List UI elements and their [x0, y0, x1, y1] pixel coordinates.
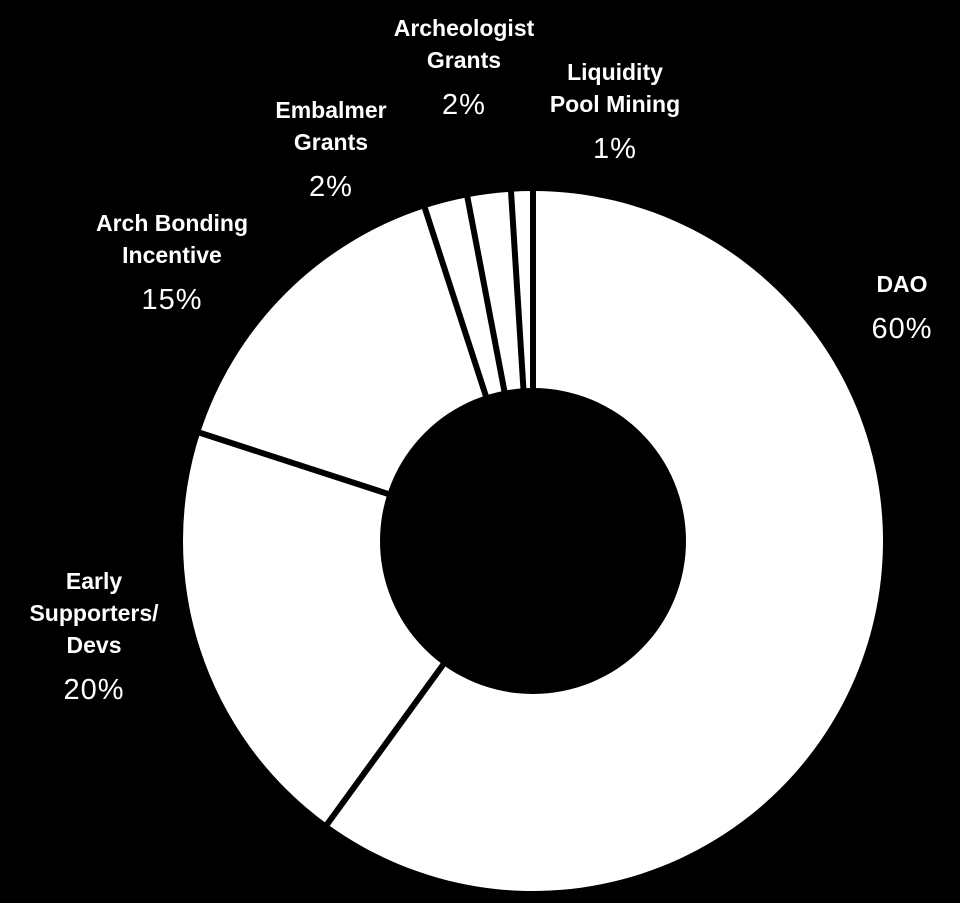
- slice-separator-3: [420, 203, 490, 399]
- slice-percent-0: 60%: [871, 313, 932, 345]
- slice-label-1-line-2: Devs: [67, 632, 122, 658]
- slice-label-4-line-0: Archeologist: [394, 15, 535, 41]
- slice-label-2-line-0: Arch Bonding: [96, 210, 248, 236]
- slice-label-1-line-0: Early: [66, 568, 122, 594]
- slice-separator-1: [322, 661, 447, 830]
- slice-separator-4: [463, 192, 508, 394]
- slice-percent-3: 2%: [309, 171, 353, 203]
- slice-label-1: Early Supporters/Devs 20%: [29, 568, 159, 706]
- slice-label-0: DAO 60%: [871, 271, 932, 345]
- slice-percent-2: 15%: [141, 284, 202, 316]
- slice-label-5-line-1: Pool Mining: [550, 91, 680, 117]
- slice-label-3-line-1: Grants: [294, 129, 368, 155]
- slice-label-2-line-1: Incentive: [122, 242, 222, 268]
- slice-label-1-line-1: Supporters/: [29, 600, 159, 626]
- slice-label-4: Archeologist Grants 2%: [394, 15, 535, 121]
- slice-label-0-line-0: DAO: [876, 271, 927, 297]
- separators-layer: [195, 187, 536, 830]
- labels-layer: DAO 60% Early Supporters/Devs 20% Arch Bondin…: [29, 15, 932, 706]
- slice-separator-5: [507, 187, 527, 391]
- donut-hole: [380, 388, 686, 694]
- slice-separator-2: [195, 428, 391, 498]
- slice-percent-1: 20%: [63, 674, 124, 706]
- slice-label-4-line-1: Grants: [427, 47, 501, 73]
- slice-label-5: Liquidity Pool Mining 1%: [550, 59, 680, 165]
- slice-percent-4: 2%: [442, 89, 486, 121]
- slice-label-2: Arch Bonding Incentive 15%: [96, 210, 248, 316]
- slice-label-3-line-0: Embalmer: [275, 97, 386, 123]
- slice-percent-5: 1%: [593, 133, 637, 165]
- slice-label-5-line-0: Liquidity: [567, 59, 663, 85]
- slice-label-3: Embalmer Grants 2%: [275, 97, 386, 203]
